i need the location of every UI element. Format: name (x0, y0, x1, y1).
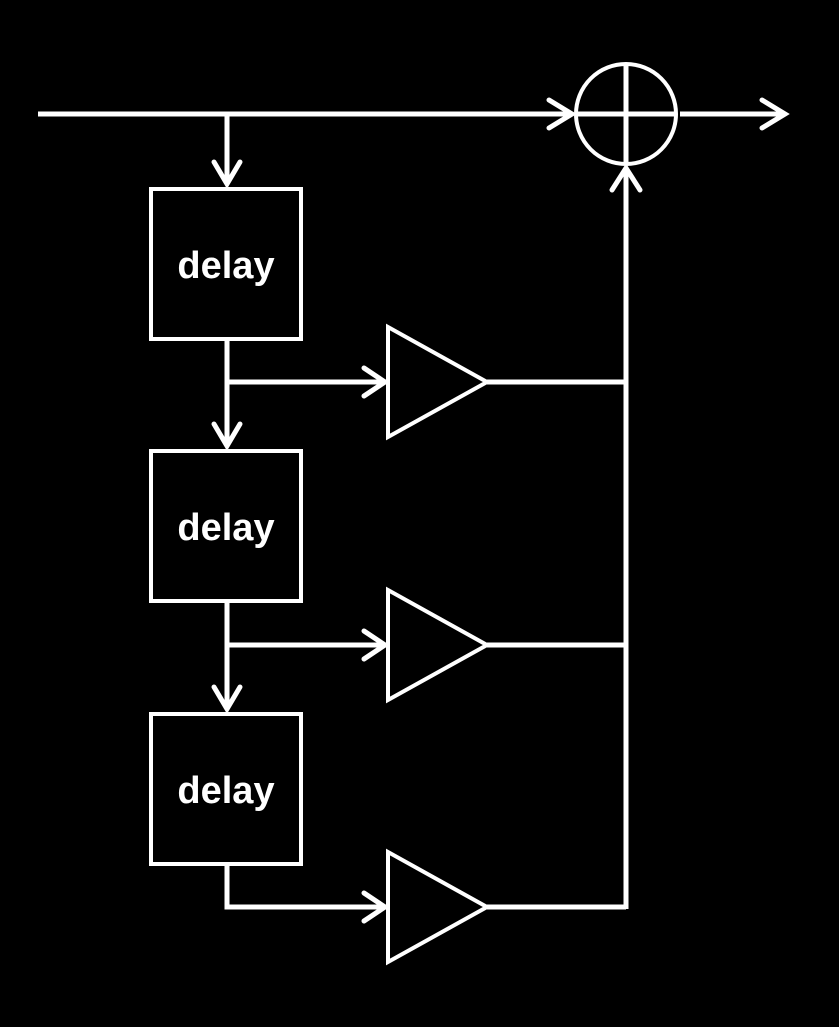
delay-block-1-label: delay (177, 245, 274, 287)
gain-2-input-arrowhead (361, 628, 390, 662)
delay-block-3: delay (149, 712, 303, 866)
delay-block-3-label: delay (177, 770, 274, 812)
delay-block-2-label: delay (177, 507, 274, 549)
gain-3-input-arrowhead (361, 890, 390, 924)
delay-1-arrowhead (211, 159, 243, 189)
gain-amplifier-1 (386, 323, 492, 441)
gain-amplifier-2 (386, 586, 492, 704)
summer-bottom-arrowhead (609, 163, 643, 193)
delay-3-arrowhead (211, 684, 243, 714)
delay-block-1: delay (149, 187, 303, 341)
gain-3-input-line (224, 864, 385, 910)
summer-input-arrowhead (546, 97, 577, 131)
summing-junction (574, 62, 678, 166)
output-arrowhead (759, 97, 790, 131)
delay-block-2-box (149, 449, 303, 603)
gain-1-input-arrowhead (361, 365, 390, 399)
delay-2-arrowhead (211, 421, 243, 451)
gain-amplifier-3 (386, 848, 492, 966)
delay-block-2: delay (149, 449, 303, 603)
